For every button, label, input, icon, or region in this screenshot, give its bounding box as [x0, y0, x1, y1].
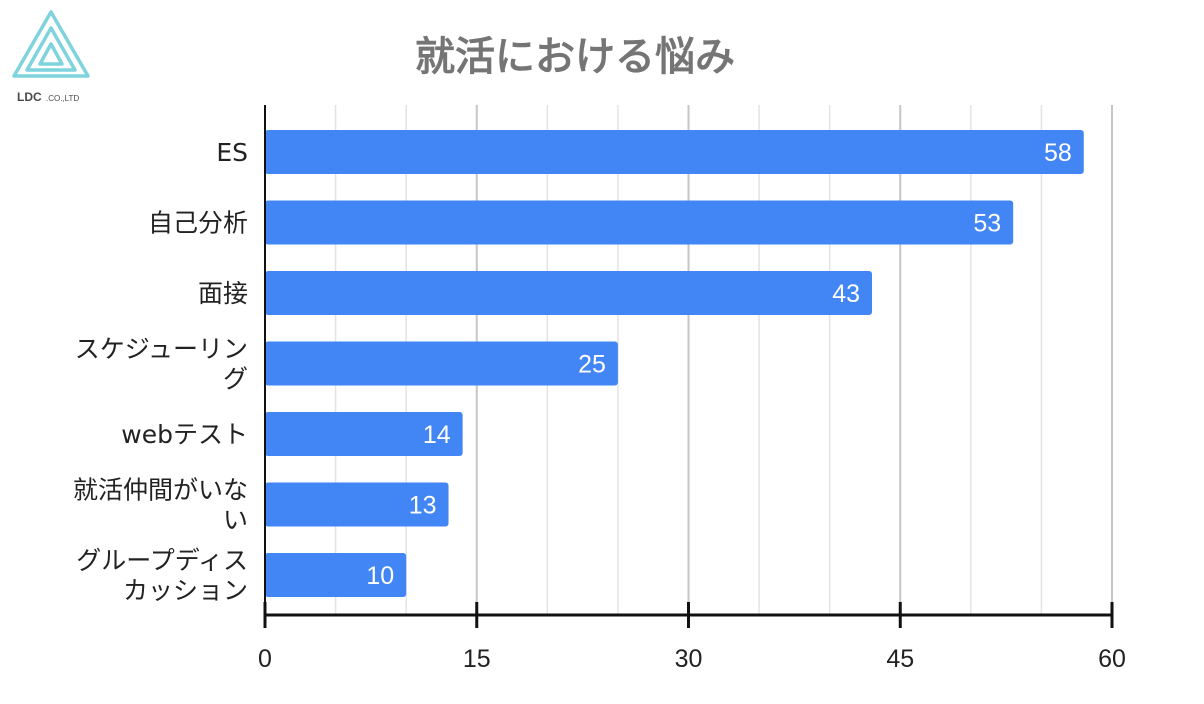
category-label-line: グループディス [76, 546, 248, 575]
x-tick-label: 15 [463, 645, 491, 673]
category-label: 面接 [198, 279, 248, 308]
data-label: 13 [409, 492, 437, 520]
category-label-line: ES [216, 138, 248, 167]
x-tick-label: 45 [886, 645, 914, 673]
category-label-line: カッション [123, 576, 248, 605]
x-axis: 0 15 30 45 60 [258, 105, 1126, 673]
category-labels: ES自己分析面接スケジューリングwebテスト就活仲間がいないグループディスカッシ… [73, 138, 248, 605]
x-tick-label: 60 [1098, 645, 1126, 673]
x-tick-label: 30 [675, 645, 703, 673]
category-label: 就活仲間がいない [73, 476, 248, 535]
category-label: ES [216, 138, 248, 167]
bar [265, 130, 1084, 174]
data-label: 53 [973, 210, 1001, 238]
category-label-line: スケジューリン [75, 335, 248, 364]
category-label-line: い [223, 506, 248, 535]
data-label: 43 [832, 280, 860, 308]
category-label: webテスト [121, 420, 248, 449]
bar [265, 482, 449, 527]
category-label-line: webテスト [121, 420, 248, 449]
category-label-line: 自己分析 [148, 209, 248, 238]
company-logo: LDC .CO.,LTD [12, 10, 90, 104]
category-label-line: グ [223, 365, 248, 394]
category-label-line: 就活仲間がいな [73, 476, 248, 505]
bar [265, 553, 407, 597]
bar [265, 271, 873, 315]
category-label: 自己分析 [148, 209, 248, 238]
logo-text: LDC [17, 90, 42, 104]
data-label: 25 [578, 351, 606, 379]
logo-suffix: .CO.,LTD [46, 94, 79, 103]
data-label: 10 [366, 562, 394, 590]
bars: 58 53 43 25 14 13 10 [265, 130, 1084, 597]
data-label: 58 [1044, 139, 1072, 167]
category-label-line: 面接 [198, 279, 248, 308]
chart-title: 就活における悩み [415, 34, 735, 80]
logo-mark-icon [12, 10, 90, 78]
category-label: スケジューリング [75, 335, 248, 394]
x-tick-label: 0 [258, 645, 272, 673]
bar [265, 341, 618, 386]
bar [265, 200, 1014, 245]
category-label: グループディスカッション [76, 546, 248, 605]
bar [265, 412, 463, 456]
data-label: 14 [423, 421, 451, 449]
